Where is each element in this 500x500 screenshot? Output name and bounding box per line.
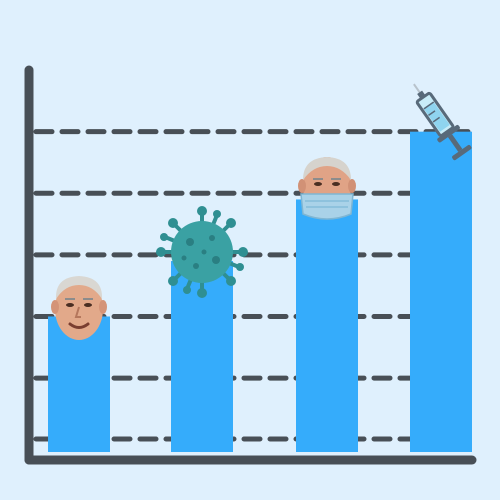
virus-icon <box>156 206 248 298</box>
masked-face-icon <box>298 157 356 220</box>
bar-series <box>48 131 472 452</box>
gridlines <box>33 129 481 442</box>
smiling-face-icon <box>51 276 107 340</box>
bar <box>410 131 472 452</box>
bar <box>296 199 358 452</box>
syringe-icon <box>413 83 472 161</box>
